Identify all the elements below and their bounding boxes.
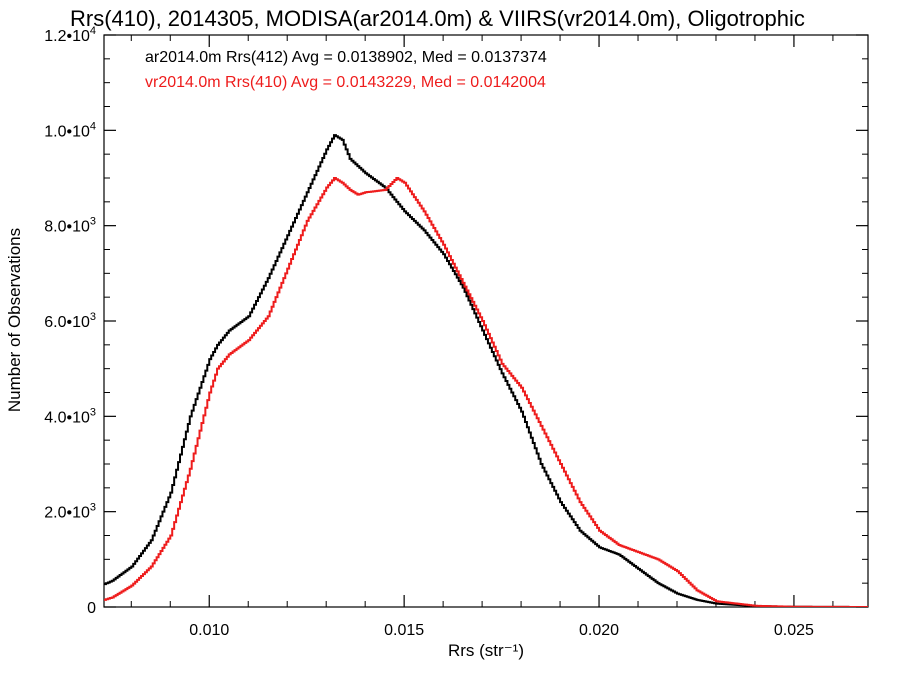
x-tick-label: 0.025 <box>774 622 814 639</box>
x-tick-label: 0.015 <box>384 622 424 639</box>
x-axis-label: Rrs (str⁻¹) <box>448 641 524 660</box>
y-tick-label: 8.0•103 <box>44 216 96 236</box>
y-tick-label: 2.0•103 <box>44 502 96 522</box>
series-vr2014-line <box>104 177 868 607</box>
plot-axes: 0.010 0.015 0.020 0.025 0 2.0•103 4.0•103 6.0•1… <box>44 25 869 639</box>
y-tick-label: 1.2•104 <box>44 25 96 45</box>
y-tick-label: 1.0•104 <box>44 120 96 140</box>
series-ar2014-line <box>104 134 868 607</box>
stats-annotation: ar2014.0m Rrs(412) Avg = 0.0138902, Med … <box>145 49 547 66</box>
stats-annotation: vr2014.0m Rrs(410) Avg = 0.0143229, Med … <box>145 74 546 91</box>
y-tick-label: 4.0•103 <box>44 406 96 426</box>
y-tick-label: 0 <box>87 600 96 617</box>
plot-annotations: ar2014.0m Rrs(412) Avg = 0.0138902, Med … <box>145 49 547 91</box>
y-tick-label: 6.0•103 <box>44 311 96 331</box>
x-tick-label: 0.020 <box>579 622 619 639</box>
x-tick-label: 0.010 <box>189 622 229 639</box>
y-axis-label: Number of Observations <box>5 228 24 412</box>
chart-title: Rrs(410), 2014305, MODISA(ar2014.0m) & V… <box>70 6 805 31</box>
plot-series <box>104 134 868 607</box>
